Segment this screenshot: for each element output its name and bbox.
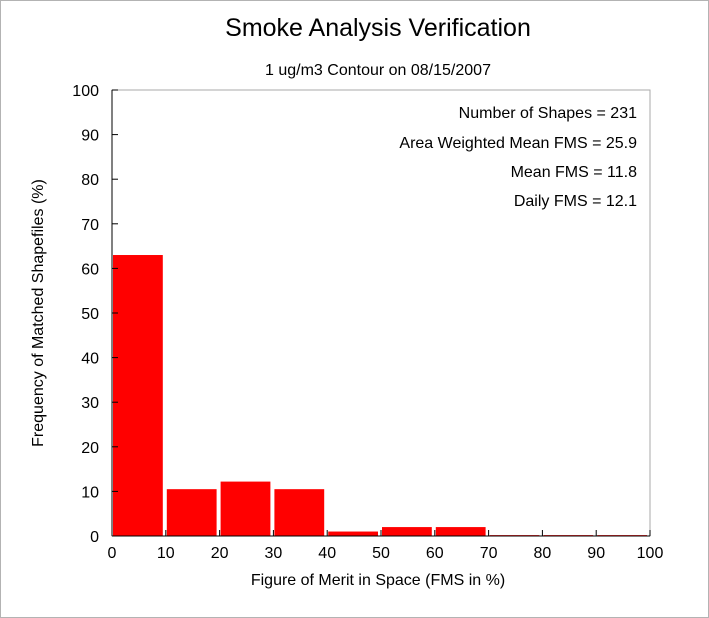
annotation-block: Number of Shapes = 231 Area Weighted Mea… [399, 105, 637, 210]
x-tick-label: 20 [211, 545, 229, 562]
y-tick-label: 100 [72, 83, 99, 100]
x-tick-label: 10 [157, 545, 175, 562]
y-tick-label: 40 [81, 351, 99, 368]
y-tick-label: 30 [81, 395, 99, 412]
x-tick-label: 90 [587, 545, 605, 562]
x-tick-label: 70 [480, 545, 498, 562]
y-tick-label: 70 [81, 217, 99, 234]
y-axis-label: Frequency of Matched Shapefiles (%) [30, 179, 47, 447]
x-tick-label: 40 [318, 545, 336, 562]
y-tick-label: 50 [81, 306, 99, 323]
bar-30-40 [274, 489, 325, 536]
bars-group [113, 255, 647, 537]
bar-0-10 [113, 255, 163, 536]
x-tick-label: 50 [372, 545, 390, 562]
bar-10-20 [166, 489, 217, 536]
y-tick-label: 90 [81, 128, 99, 145]
bar-60-70 [435, 527, 486, 536]
chart-title: Smoke Analysis Verification [225, 14, 531, 42]
x-tick-label: 60 [426, 545, 444, 562]
annotation-number-of-shapes: Number of Shapes = 231 [459, 105, 637, 122]
y-tick-label: 80 [81, 172, 99, 189]
ticks-group: 0 10 20 30 40 50 60 70 80 90 100 0 10 20 30 40 50 60 70 80 9… [72, 83, 663, 562]
x-tick-label: 100 [637, 545, 664, 562]
x-tick-label: 80 [534, 545, 552, 562]
annotation-mean-fms: Mean FMS = 11.8 [511, 164, 638, 181]
x-axis-label: Figure of Merit in Space (FMS in %) [251, 572, 505, 589]
plot-area-border [111, 89, 651, 537]
x-tick-label: 0 [108, 545, 117, 562]
bar-50-60 [382, 527, 432, 536]
y-tick-label: 60 [81, 261, 99, 278]
x-tick-label: 30 [265, 545, 283, 562]
annotation-area-weighted-mean-fms: Area Weighted Mean FMS = 25.9 [399, 135, 637, 152]
y-tick-label: 10 [81, 484, 99, 501]
chart-subtitle: 1 ug/m3 Contour on 08/15/2007 [265, 62, 491, 79]
annotation-daily-fms: Daily FMS = 12.1 [514, 193, 637, 210]
bar-20-30 [220, 481, 271, 536]
y-tick-label: 20 [81, 440, 99, 457]
bar-40-50 [328, 531, 378, 536]
y-tick-label: 0 [90, 529, 99, 546]
